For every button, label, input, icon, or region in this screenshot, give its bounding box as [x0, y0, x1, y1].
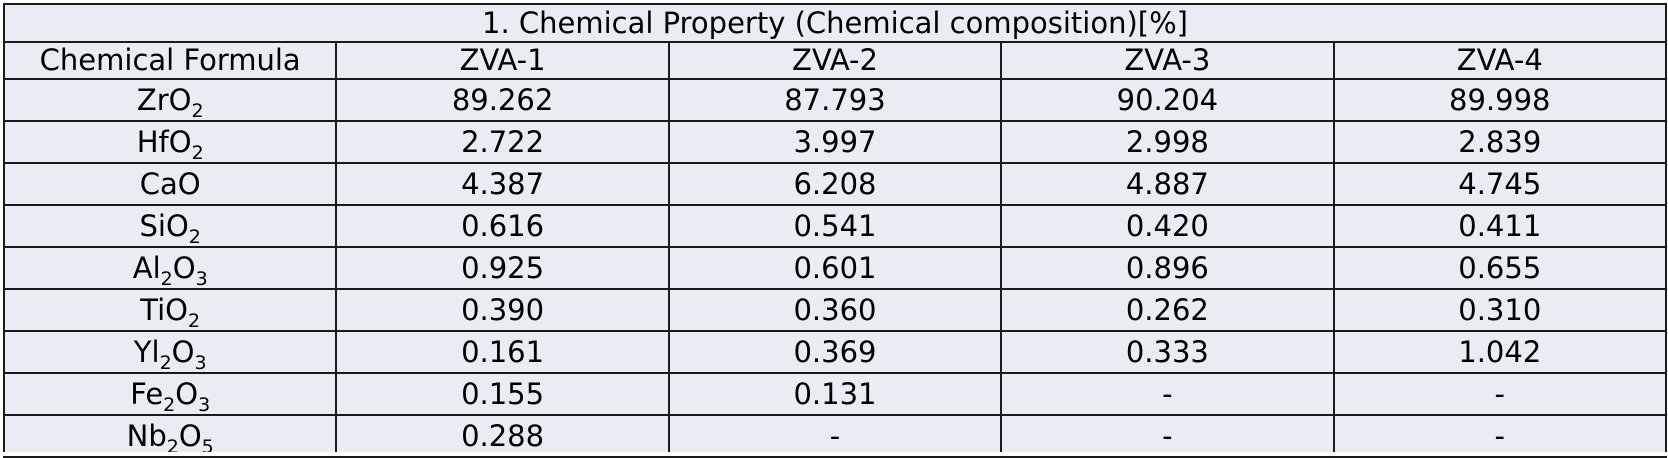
value-cell: 0.262: [1000, 288, 1335, 332]
formula-subscript: 2: [160, 267, 173, 289]
table-row: ZrO2 89.262 87.793 90.204 89.998: [2, 78, 1668, 122]
column-header-zva-1: ZVA-1: [335, 41, 670, 80]
value-cell: 4.887: [1000, 162, 1335, 206]
value-cell: 0.411: [1332, 204, 1668, 248]
table-title: 1. Chemical Property (Chemical compositi…: [3, 3, 1667, 43]
value-cell: 3.997: [667, 120, 1003, 164]
value-cell: 0.333: [1000, 330, 1335, 374]
formula-subscript: 2: [188, 225, 201, 247]
table-row: Nb2O5 0.288- - -: [2, 414, 1668, 458]
formula-cell: Fe2O3: [2, 372, 338, 416]
formula-text: Nb: [126, 418, 167, 453]
value-cell: 89.262: [335, 78, 670, 122]
value-cell: 1.042: [1332, 330, 1668, 374]
value-cell: 0.420: [1000, 204, 1335, 248]
value-cell: -: [667, 414, 1003, 458]
table-row: TiO2 0.390 0.360 0.262 0.310: [2, 288, 1668, 332]
value-cell: 0.541: [667, 204, 1003, 248]
formula-text: ZrO: [136, 82, 192, 117]
formula-subscript: 2: [188, 309, 201, 331]
formula-subscript: 2: [159, 351, 172, 373]
value-cell: -: [1000, 372, 1335, 416]
value-cell: 4.745: [1332, 162, 1668, 206]
value-cell: 2.839: [1332, 120, 1668, 164]
value-cell: 0.655: [1332, 246, 1668, 290]
table-body: ZrO2 89.262 87.793 90.204 89.998 HfO2 2.722 3.9…: [2, 78, 1668, 458]
value-cell: 0.601: [667, 246, 1003, 290]
formula-text: TiO: [140, 292, 188, 327]
formula-text: SiO: [139, 208, 189, 243]
column-header-zva-3: ZVA-3: [1000, 41, 1335, 80]
table-row: CaO 4.387 6.208 4.887 4.745: [2, 162, 1668, 206]
table-title-row: 1. Chemical Property (Chemical compositi…: [3, 3, 1667, 43]
formula-subscript: 3: [195, 267, 208, 289]
formula-text: Fe: [130, 376, 164, 411]
formula-subscript: 2: [191, 99, 204, 121]
value-cell: 0.390: [335, 288, 670, 332]
formula-subscript: 2: [166, 435, 179, 457]
formula-text: O: [171, 334, 195, 369]
formula-cell: HfO2: [2, 120, 338, 164]
table-row: Al2O3 0.925 0.601 0.896 0.655: [2, 246, 1668, 290]
formula-cell: ZrO2: [2, 78, 338, 122]
formula-text: CaO: [139, 166, 201, 201]
formula-cell: SiO2: [2, 204, 338, 248]
value-cell: 0.288: [335, 414, 670, 458]
formula-subscript: 2: [163, 393, 176, 415]
value-cell: 0.616: [335, 204, 670, 248]
value-cell: 2.998: [1000, 120, 1335, 164]
table-row: Yl2O3 0.161 0.369 0.333 1.042: [2, 330, 1668, 374]
formula-cell: Nb2O5: [2, 414, 338, 458]
chemical-composition-table: 1. Chemical Property (Chemical compositi…: [2, 3, 1668, 458]
formula-text: O: [175, 376, 199, 411]
value-cell: 0.896: [1000, 246, 1335, 290]
table-row: HfO2 2.722 3.997 2.998 2.839: [2, 120, 1668, 164]
value-cell: 90.204: [1000, 78, 1335, 122]
value-cell: 0.369: [667, 330, 1003, 374]
chemical-composition-table-container: 1. Chemical Property (Chemical compositi…: [2, 3, 1668, 458]
value-cell: -: [1332, 372, 1668, 416]
formula-cell: TiO2: [2, 288, 338, 332]
formula-subscript: 3: [198, 393, 211, 415]
formula-subscript: 5: [201, 435, 214, 457]
formula-text: Yl: [133, 334, 160, 369]
column-header-zva-2: ZVA-2: [667, 41, 1003, 80]
table-row: Fe2O3 0.155 0.131- -: [2, 372, 1668, 416]
formula-subscript: 2: [191, 141, 204, 163]
table-row: SiO2 0.616 0.541 0.420 0.411: [2, 204, 1668, 248]
value-cell: 87.793: [667, 78, 1003, 122]
value-cell: -: [1332, 414, 1668, 458]
formula-text: O: [178, 418, 202, 453]
formula-subscript: 3: [194, 351, 207, 373]
value-cell: 89.998: [1332, 78, 1668, 122]
table-header-row: Chemical Formula ZVA-1 ZVA-2 ZVA-3 ZVA-4: [2, 41, 1668, 80]
formula-text: Al: [132, 250, 161, 285]
formula-text: O: [172, 250, 196, 285]
column-header-zva-4: ZVA-4: [1332, 41, 1668, 80]
formula-cell: CaO: [2, 162, 338, 206]
value-cell: 6.208: [667, 162, 1003, 206]
value-cell: 0.131: [667, 372, 1003, 416]
formula-text: HfO: [136, 124, 192, 159]
value-cell: 0.161: [335, 330, 670, 374]
value-cell: -: [1000, 414, 1335, 458]
formula-cell: Al2O3: [2, 246, 338, 290]
value-cell: 2.722: [335, 120, 670, 164]
column-header-formula: Chemical Formula: [2, 41, 338, 80]
value-cell: 0.155: [335, 372, 670, 416]
value-cell: 0.310: [1332, 288, 1668, 332]
value-cell: 0.925: [335, 246, 670, 290]
formula-cell: Yl2O3: [2, 330, 338, 374]
value-cell: 4.387: [335, 162, 670, 206]
bottom-page-edge: [0, 452, 1668, 456]
value-cell: 0.360: [667, 288, 1003, 332]
